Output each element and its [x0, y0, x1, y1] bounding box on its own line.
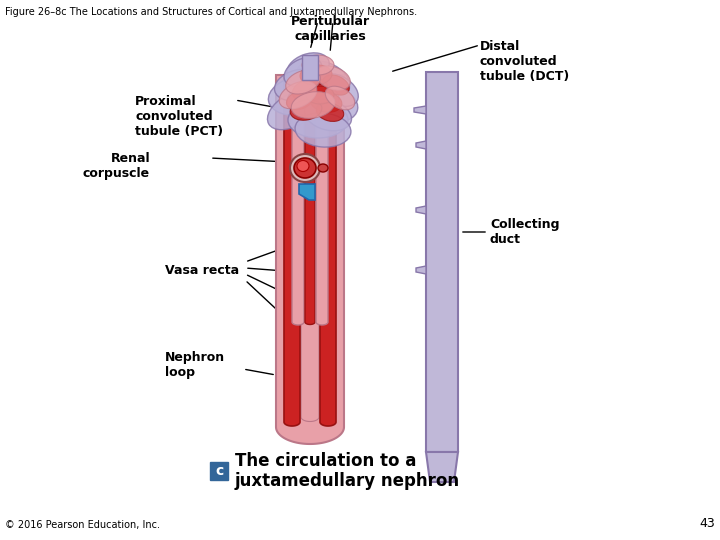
Text: Peritubular
capillaries: Peritubular capillaries [290, 15, 369, 43]
Bar [302, 55, 318, 80]
Ellipse shape [292, 78, 328, 102]
Ellipse shape [290, 100, 322, 120]
Text: Figure 26–8c The Locations and Structures of Cortical and Juxtamedullary Nephron: Figure 26–8c The Locations and Structure… [5, 7, 417, 17]
Polygon shape [299, 184, 315, 200]
Ellipse shape [316, 103, 343, 122]
Ellipse shape [286, 70, 320, 94]
Ellipse shape [279, 81, 317, 109]
Polygon shape [302, 75, 318, 416]
Text: The circulation to a
juxtamedullary nephron: The circulation to a juxtamedullary neph… [235, 451, 460, 490]
Ellipse shape [269, 75, 338, 116]
Polygon shape [416, 206, 426, 214]
Ellipse shape [295, 113, 351, 147]
Text: Collecting
duct: Collecting duct [490, 218, 559, 246]
Ellipse shape [306, 86, 334, 104]
Ellipse shape [297, 160, 309, 172]
Ellipse shape [291, 92, 335, 118]
Ellipse shape [288, 102, 348, 138]
Polygon shape [301, 75, 319, 422]
Polygon shape [416, 266, 426, 274]
Text: Distal
convoluted
tubule (DCT): Distal convoluted tubule (DCT) [480, 40, 570, 83]
Ellipse shape [310, 92, 342, 112]
Text: Nephron
loop: Nephron loop [165, 351, 225, 379]
Ellipse shape [287, 53, 329, 83]
Ellipse shape [305, 99, 351, 131]
Ellipse shape [284, 57, 322, 86]
Polygon shape [414, 106, 426, 114]
Text: Renal
corpuscle: Renal corpuscle [83, 152, 150, 180]
Text: c: c [215, 464, 223, 478]
Polygon shape [276, 75, 344, 444]
Polygon shape [316, 105, 328, 325]
Polygon shape [305, 105, 315, 325]
Polygon shape [416, 141, 426, 149]
Ellipse shape [294, 158, 316, 178]
Ellipse shape [274, 69, 322, 101]
Text: Proximal
convoluted
tubule (PCT): Proximal convoluted tubule (PCT) [135, 95, 223, 138]
Ellipse shape [318, 164, 328, 172]
Text: © 2016 Pearson Education, Inc.: © 2016 Pearson Education, Inc. [5, 520, 160, 530]
FancyBboxPatch shape [210, 462, 228, 480]
Ellipse shape [287, 84, 339, 116]
Ellipse shape [318, 73, 359, 106]
Polygon shape [284, 75, 300, 426]
Ellipse shape [302, 55, 334, 75]
Ellipse shape [267, 90, 318, 130]
Ellipse shape [290, 154, 320, 182]
Polygon shape [292, 105, 304, 325]
Ellipse shape [315, 66, 351, 90]
Text: 43: 43 [699, 517, 715, 530]
Ellipse shape [300, 65, 332, 85]
Ellipse shape [308, 87, 358, 122]
Bar [426, 72, 458, 452]
Ellipse shape [296, 60, 350, 99]
Ellipse shape [323, 75, 349, 95]
Polygon shape [320, 75, 336, 426]
Ellipse shape [287, 90, 313, 110]
Ellipse shape [325, 86, 355, 110]
Text: Vasa recta: Vasa recta [165, 264, 239, 276]
Polygon shape [426, 452, 458, 482]
